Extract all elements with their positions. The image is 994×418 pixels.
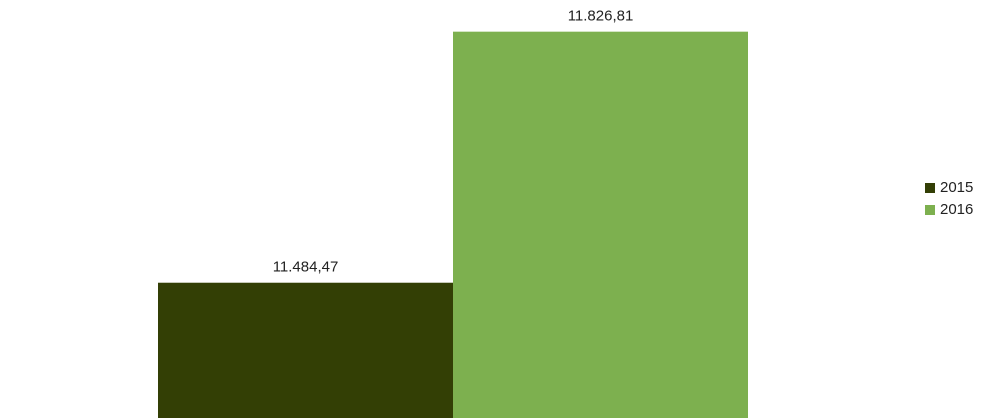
legend-swatch (925, 205, 935, 215)
legend-swatch (925, 183, 935, 193)
bar (453, 31, 748, 418)
legend-label: 2016 (940, 201, 973, 218)
bar (158, 282, 453, 418)
legend-label: 2015 (940, 179, 973, 196)
value-label: 11.484,47 (273, 259, 339, 276)
value-label: 11.826,81 (568, 8, 634, 25)
